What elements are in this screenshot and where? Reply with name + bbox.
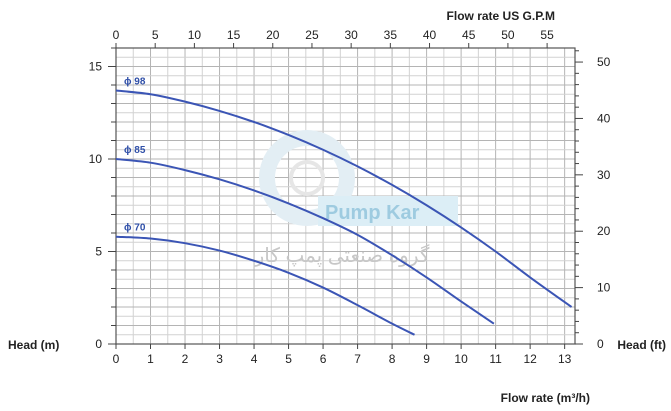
y-tick-label: 15 — [89, 60, 103, 74]
plot-frame — [108, 47, 576, 345]
x-tick-label: 4 — [251, 352, 258, 366]
x-tick-label: 2 — [182, 352, 189, 366]
y2-tick-label: 40 — [597, 111, 611, 125]
x2-tick-label: 5 — [152, 28, 159, 42]
x-tick-label: 3 — [216, 352, 223, 366]
watermark-ring — [259, 130, 355, 226]
y2-tick-label: 0 — [597, 337, 604, 351]
y2-tick-label: 10 — [597, 281, 611, 295]
watermark-ring-inner — [289, 160, 325, 196]
x2-tick-labels: 0 5 10 15 20 25 30 35 40 45 50 55 — [113, 28, 554, 48]
x-tick-labels: 0 1 2 3 4 5 6 7 8 9 10 11 12 13 — [113, 344, 572, 366]
x2-tick-label: 40 — [423, 28, 437, 42]
y2-tick-label: 30 — [597, 168, 611, 182]
x-tick-label: 8 — [389, 352, 396, 366]
watermark-brand: Pump Kar — [325, 202, 420, 224]
y-tick-labels: 0 5 10 15 — [89, 60, 103, 352]
x-tick-label: 5 — [285, 352, 292, 366]
curve-1 — [115, 89, 573, 308]
y-tick-label: 10 — [89, 152, 103, 166]
x-axis-title: Flow rate (m³/h) — [501, 391, 590, 405]
x-tick-label: 12 — [523, 352, 537, 366]
x-tick-label: 9 — [423, 352, 430, 366]
curves — [115, 89, 573, 336]
x2-tick-label: 25 — [305, 28, 319, 42]
x2-axis-title: Flow rate US G.P.M — [447, 9, 555, 23]
x2-tick-label: 50 — [501, 28, 515, 42]
x-tick-label: 0 — [113, 352, 120, 366]
curve-label-2: ϕ 85 — [124, 145, 146, 156]
x-tick-label: 1 — [147, 352, 154, 366]
x-tick-label: 13 — [558, 352, 572, 366]
watermark: Pump Kar گروه صنعتی پمپ کار — [254, 130, 458, 268]
curve-labels: ϕ 98 ϕ 85 ϕ 70 — [124, 77, 146, 234]
x-tick-label: 11 — [489, 352, 502, 366]
x2-tick-label: 15 — [227, 28, 241, 42]
y2-axis-title: Head (ft) — [617, 338, 666, 352]
curve-label-1: ϕ 98 — [124, 77, 146, 88]
x2-tick-label: 55 — [540, 28, 554, 42]
y2-tick-label: 20 — [597, 224, 611, 238]
x2-tick-label: 10 — [188, 28, 202, 42]
curve-label-3: ϕ 70 — [124, 223, 146, 234]
x-tick-label: 6 — [320, 352, 327, 366]
x-tick-label: 10 — [454, 352, 468, 366]
y-tick-label: 0 — [95, 337, 102, 351]
x-tick-label: 7 — [354, 352, 361, 366]
x2-tick-label: 0 — [113, 28, 120, 42]
y-tick-label: 5 — [95, 245, 102, 259]
y-axis-title: Head (m) — [8, 338, 59, 352]
x2-tick-label: 30 — [344, 28, 358, 42]
y2-tick-label: 50 — [597, 55, 611, 69]
curve-3 — [115, 235, 415, 336]
watermark-persian: گروه صنعتی پمپ کار — [254, 244, 430, 268]
y2-tick-labels: 0 10 20 30 40 50 — [575, 50, 611, 351]
x2-tick-label: 35 — [384, 28, 398, 42]
curve-2 — [115, 158, 495, 325]
x2-tick-label: 45 — [462, 28, 476, 42]
x2-tick-label: 20 — [266, 28, 280, 42]
